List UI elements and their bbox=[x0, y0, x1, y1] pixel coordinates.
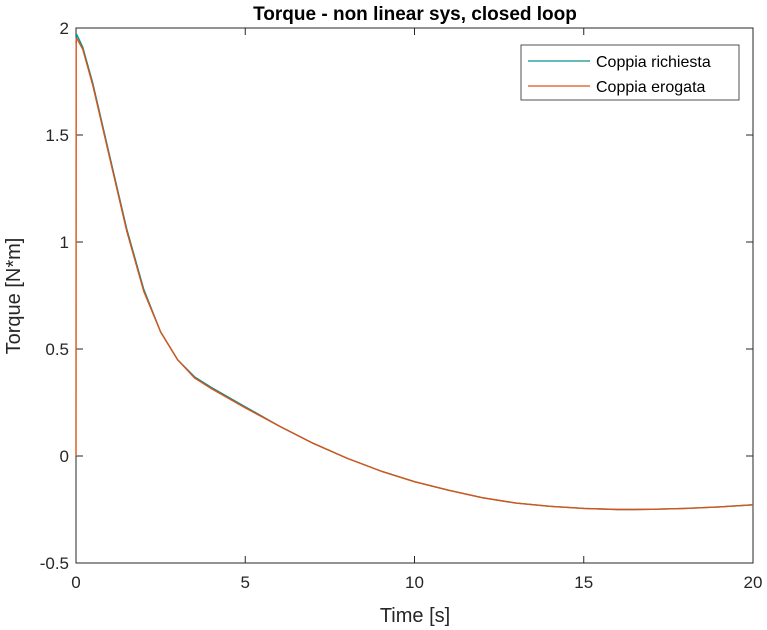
legend-label-coppia-erogata: Coppia erogata bbox=[596, 79, 706, 96]
x-tick-label: 20 bbox=[744, 573, 763, 592]
series-layer bbox=[75, 33, 754, 511]
axis-ticks: 0 5 10 15 20-0.500.511.52 bbox=[40, 19, 763, 592]
x-tick-label: 0 bbox=[71, 573, 80, 592]
x-axis-label: Time [s] bbox=[380, 605, 450, 627]
legend: Coppia richiesta Coppia erogata bbox=[520, 44, 740, 101]
x-tick-label: 10 bbox=[405, 573, 424, 592]
x-tick-label: 15 bbox=[574, 573, 593, 592]
y-tick-label: 0.5 bbox=[45, 340, 69, 359]
x-tick-label: 5 bbox=[241, 573, 250, 592]
y-tick-label: 2 bbox=[60, 19, 69, 38]
legend-box bbox=[520, 44, 740, 101]
series-line-coppia-erogata bbox=[75, 38, 754, 511]
plot-area bbox=[75, 27, 754, 564]
legend-label-coppia-richiesta: Coppia richiesta bbox=[596, 54, 711, 71]
y-axis-label: Torque [N*m] bbox=[3, 238, 25, 355]
y-tick-label: 1 bbox=[60, 233, 69, 252]
chart-title: Torque - non linear sys, closed loop bbox=[253, 4, 577, 25]
y-tick-label: -0.5 bbox=[40, 554, 69, 573]
y-tick-label: 1.5 bbox=[45, 126, 69, 145]
y-tick-label: 0 bbox=[60, 447, 69, 466]
